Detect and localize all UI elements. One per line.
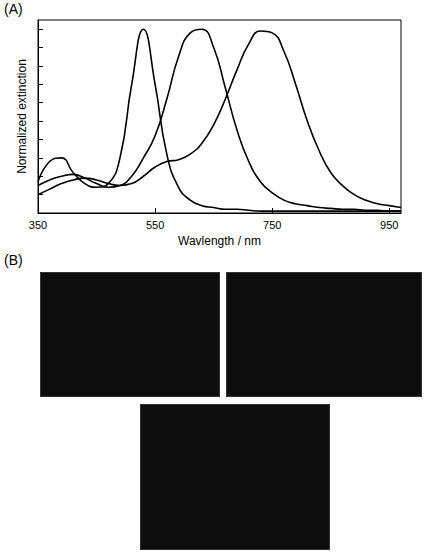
svg-text:950: 950 bbox=[380, 219, 398, 231]
svg-text:Wavlength / nm: Wavlength / nm bbox=[178, 234, 261, 248]
svg-text:(A): (A) bbox=[4, 1, 23, 17]
svg-text:Normalized extinction: Normalized extinction bbox=[15, 59, 29, 174]
svg-text:550: 550 bbox=[146, 219, 164, 231]
html-text:(B): (B) bbox=[4, 252, 23, 268]
svg-text:350: 350 bbox=[29, 219, 47, 231]
svg-text:750: 750 bbox=[263, 219, 281, 231]
